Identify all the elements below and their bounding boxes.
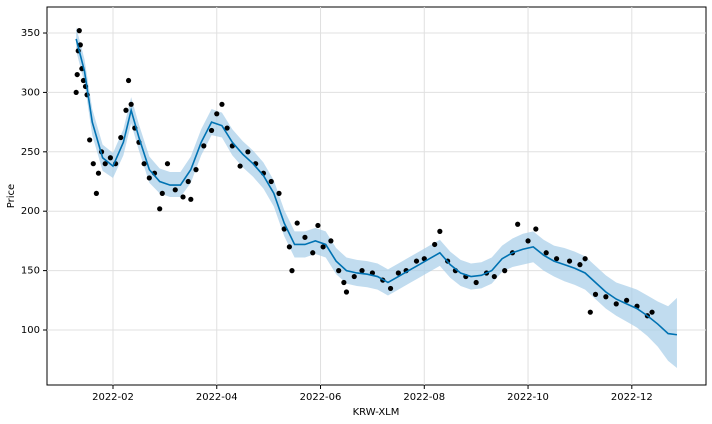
observation [268, 178, 274, 185]
observation [276, 190, 282, 196]
observation [172, 187, 178, 193]
x-tick-label: 2022-06 [300, 392, 342, 403]
observation [118, 134, 124, 141]
observation [201, 143, 207, 149]
observation [533, 226, 539, 232]
observation [582, 256, 588, 262]
y-tick-label: 100 [21, 325, 40, 336]
y-tick-label: 350 [21, 28, 40, 39]
observation [592, 291, 599, 297]
observation [281, 226, 287, 232]
observation [214, 111, 220, 117]
observation [224, 125, 230, 131]
observation [73, 89, 79, 96]
observation [90, 161, 96, 167]
x-tick-label: 2022-04 [196, 392, 238, 403]
observation [286, 244, 292, 250]
observation [123, 107, 129, 113]
observation [237, 163, 243, 169]
observation [413, 258, 420, 264]
observation [107, 155, 113, 161]
observation [553, 256, 560, 262]
observation [159, 190, 165, 196]
observation [502, 268, 508, 274]
observation [351, 273, 357, 280]
observation [180, 194, 186, 200]
observation [315, 222, 321, 229]
observation [164, 161, 171, 167]
observation [437, 228, 443, 235]
observation [624, 297, 630, 303]
observation [613, 301, 619, 307]
observation [102, 161, 108, 167]
observation [188, 196, 194, 202]
y-axis-label: Price [6, 184, 17, 208]
observation [289, 268, 295, 274]
x-tick-label: 2022-02 [92, 392, 134, 403]
observation [193, 167, 199, 173]
observation [473, 279, 479, 286]
y-tick-label: 250 [21, 147, 40, 158]
observation [515, 221, 521, 227]
observation [80, 77, 87, 84]
observation [185, 178, 191, 185]
observation [421, 256, 427, 262]
x-tick-label: 2022-08 [403, 392, 445, 403]
observation [432, 241, 438, 248]
observation [125, 77, 132, 84]
x-tick-label: 2022-12 [611, 392, 653, 403]
observation [157, 206, 163, 212]
observation [302, 234, 308, 240]
observation [525, 238, 531, 244]
observation [336, 268, 342, 274]
observation [245, 149, 251, 155]
observation [543, 250, 549, 256]
observation [95, 170, 102, 176]
observation [76, 28, 82, 34]
observation [77, 42, 83, 48]
observation [341, 279, 347, 286]
observation [566, 258, 573, 264]
observation [343, 289, 350, 295]
observation [146, 175, 152, 181]
observation [74, 71, 80, 78]
observation [128, 101, 134, 107]
observation [87, 137, 93, 143]
observation [603, 294, 609, 300]
observation [320, 244, 326, 250]
observation [359, 268, 365, 274]
observation [491, 273, 497, 280]
y-tick-label: 200 [21, 206, 40, 217]
observation [577, 262, 583, 268]
observation [387, 285, 394, 292]
observation [141, 161, 147, 167]
observation [208, 127, 215, 134]
observation [328, 238, 334, 244]
observation [649, 309, 655, 315]
observation [310, 250, 316, 256]
x-axis-label: KRW-XLM [353, 407, 400, 418]
plot-frame [46, 6, 707, 386]
observation [294, 220, 300, 226]
observation [93, 190, 99, 196]
observation [395, 270, 401, 276]
forecast-line [75, 38, 678, 336]
observation [587, 309, 593, 315]
y-tick-label: 150 [21, 266, 40, 277]
x-tick-label: 2022-10 [507, 392, 549, 403]
y-tick-label: 300 [21, 87, 40, 98]
observation [219, 101, 225, 107]
